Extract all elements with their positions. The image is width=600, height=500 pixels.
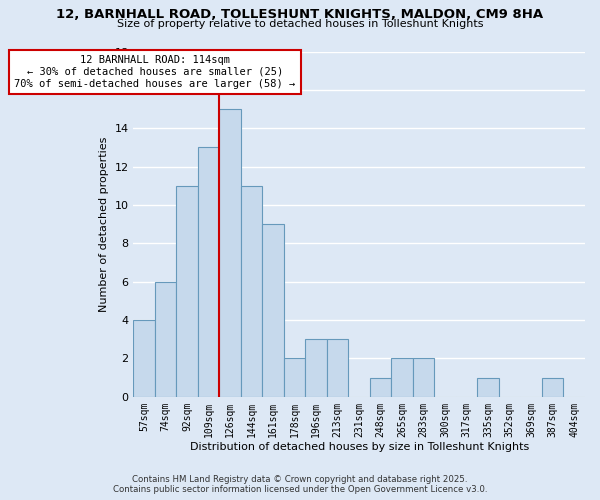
Bar (370, 378, 391, 397)
Bar (542, 378, 563, 397)
Bar (133, 320, 155, 397)
Bar (262, 224, 284, 397)
Bar (220, 109, 241, 397)
Bar (327, 340, 349, 397)
Bar (241, 186, 262, 397)
Bar (391, 358, 413, 397)
Text: Size of property relative to detached houses in Tolleshunt Knights: Size of property relative to detached ho… (117, 19, 483, 29)
X-axis label: Distribution of detached houses by size in Tolleshunt Knights: Distribution of detached houses by size … (190, 442, 529, 452)
Bar (155, 282, 176, 397)
Bar (413, 358, 434, 397)
Text: 12 BARNHALL ROAD: 114sqm
← 30% of detached houses are smaller (25)
70% of semi-d: 12 BARNHALL ROAD: 114sqm ← 30% of detach… (14, 56, 296, 88)
Bar (176, 186, 198, 397)
Bar (478, 378, 499, 397)
Bar (198, 148, 220, 397)
Y-axis label: Number of detached properties: Number of detached properties (99, 136, 109, 312)
Bar (284, 358, 305, 397)
Bar (305, 340, 327, 397)
Text: Contains HM Land Registry data © Crown copyright and database right 2025.
Contai: Contains HM Land Registry data © Crown c… (113, 474, 487, 494)
Text: 12, BARNHALL ROAD, TOLLESHUNT KNIGHTS, MALDON, CM9 8HA: 12, BARNHALL ROAD, TOLLESHUNT KNIGHTS, M… (56, 8, 544, 22)
